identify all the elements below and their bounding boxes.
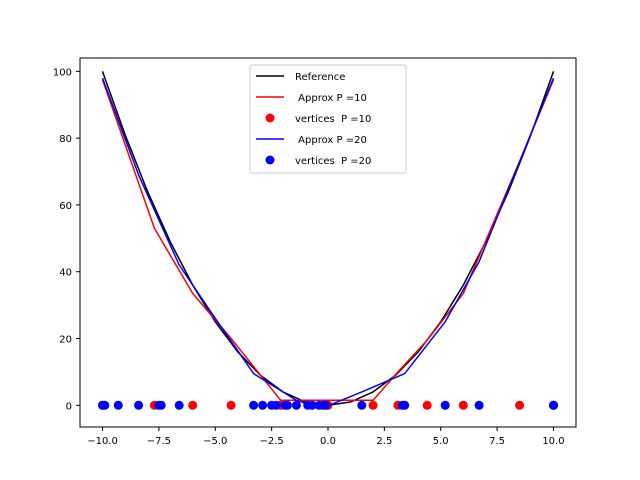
data-point-4-25 bbox=[549, 400, 558, 410]
y-tick-label: 0 bbox=[66, 401, 72, 412]
y-tick-label: 20 bbox=[59, 335, 72, 346]
y-tick-label: 100 bbox=[53, 67, 72, 78]
x-tick-label: −5.0 bbox=[203, 436, 227, 447]
y-tick-label: 40 bbox=[59, 268, 72, 279]
legend-dot-marker bbox=[265, 155, 275, 165]
data-point-4-18 bbox=[321, 400, 331, 410]
x-tick-label: 0.0 bbox=[320, 436, 336, 447]
data-point-2-10 bbox=[515, 400, 525, 410]
data-point-4-6 bbox=[174, 400, 184, 410]
data-point-4-3 bbox=[134, 400, 144, 410]
series-layer bbox=[98, 71, 558, 410]
data-point-4-21 bbox=[400, 400, 410, 410]
data-point-4-12 bbox=[282, 400, 292, 410]
x-tick-label: 7.5 bbox=[489, 436, 505, 447]
data-point-4-19 bbox=[357, 400, 367, 410]
data-point-2-2 bbox=[188, 400, 198, 410]
x-axis: −10.0 −7.5 −5.0 −2.5 0.0 2.5 5.0 7.5 10.0 bbox=[87, 427, 565, 447]
data-point-4-8 bbox=[258, 400, 268, 410]
data-point-2-9 bbox=[458, 400, 468, 410]
data-point-4-7 bbox=[249, 400, 259, 410]
y-tick-label: 80 bbox=[59, 134, 72, 145]
x-tick-label: 2.5 bbox=[376, 436, 392, 447]
y-tick-label: 60 bbox=[59, 201, 72, 212]
legend-entry-label: vertices P =20 bbox=[295, 156, 371, 167]
x-tick-label: 10.0 bbox=[542, 436, 564, 447]
data-point-2-6 bbox=[368, 400, 378, 410]
data-point-4-22 bbox=[440, 400, 450, 410]
data-point-4-23 bbox=[474, 400, 484, 410]
y-axis: 0 20 40 60 80 100 bbox=[53, 67, 80, 412]
data-point-4-5 bbox=[156, 400, 166, 410]
legend-entry-label: vertices P =10 bbox=[295, 114, 371, 125]
data-point-4-13 bbox=[291, 400, 301, 410]
legend: Reference Approx P =10 vertices P =10 App… bbox=[249, 64, 407, 174]
data-point-4-10 bbox=[271, 400, 281, 410]
x-tick-label: −10.0 bbox=[87, 436, 118, 447]
data-point-4-2 bbox=[113, 400, 123, 410]
data-point-4-15 bbox=[307, 400, 317, 410]
x-tick-label: −2.5 bbox=[259, 436, 283, 447]
legend-box bbox=[249, 64, 407, 174]
legend-entry-label: Approx P =20 bbox=[295, 135, 367, 146]
x-tick-label: −7.5 bbox=[147, 436, 171, 447]
data-point-2-8 bbox=[422, 400, 432, 410]
legend-entry-label: Approx P =10 bbox=[295, 93, 367, 104]
x-tick-label: 5.0 bbox=[433, 436, 449, 447]
data-point-4-1 bbox=[100, 400, 110, 410]
series-line-1 bbox=[101, 79, 555, 402]
legend-entry-label: Reference bbox=[295, 72, 345, 83]
data-point-2-3 bbox=[226, 400, 236, 410]
legend-dot-marker bbox=[265, 113, 275, 123]
